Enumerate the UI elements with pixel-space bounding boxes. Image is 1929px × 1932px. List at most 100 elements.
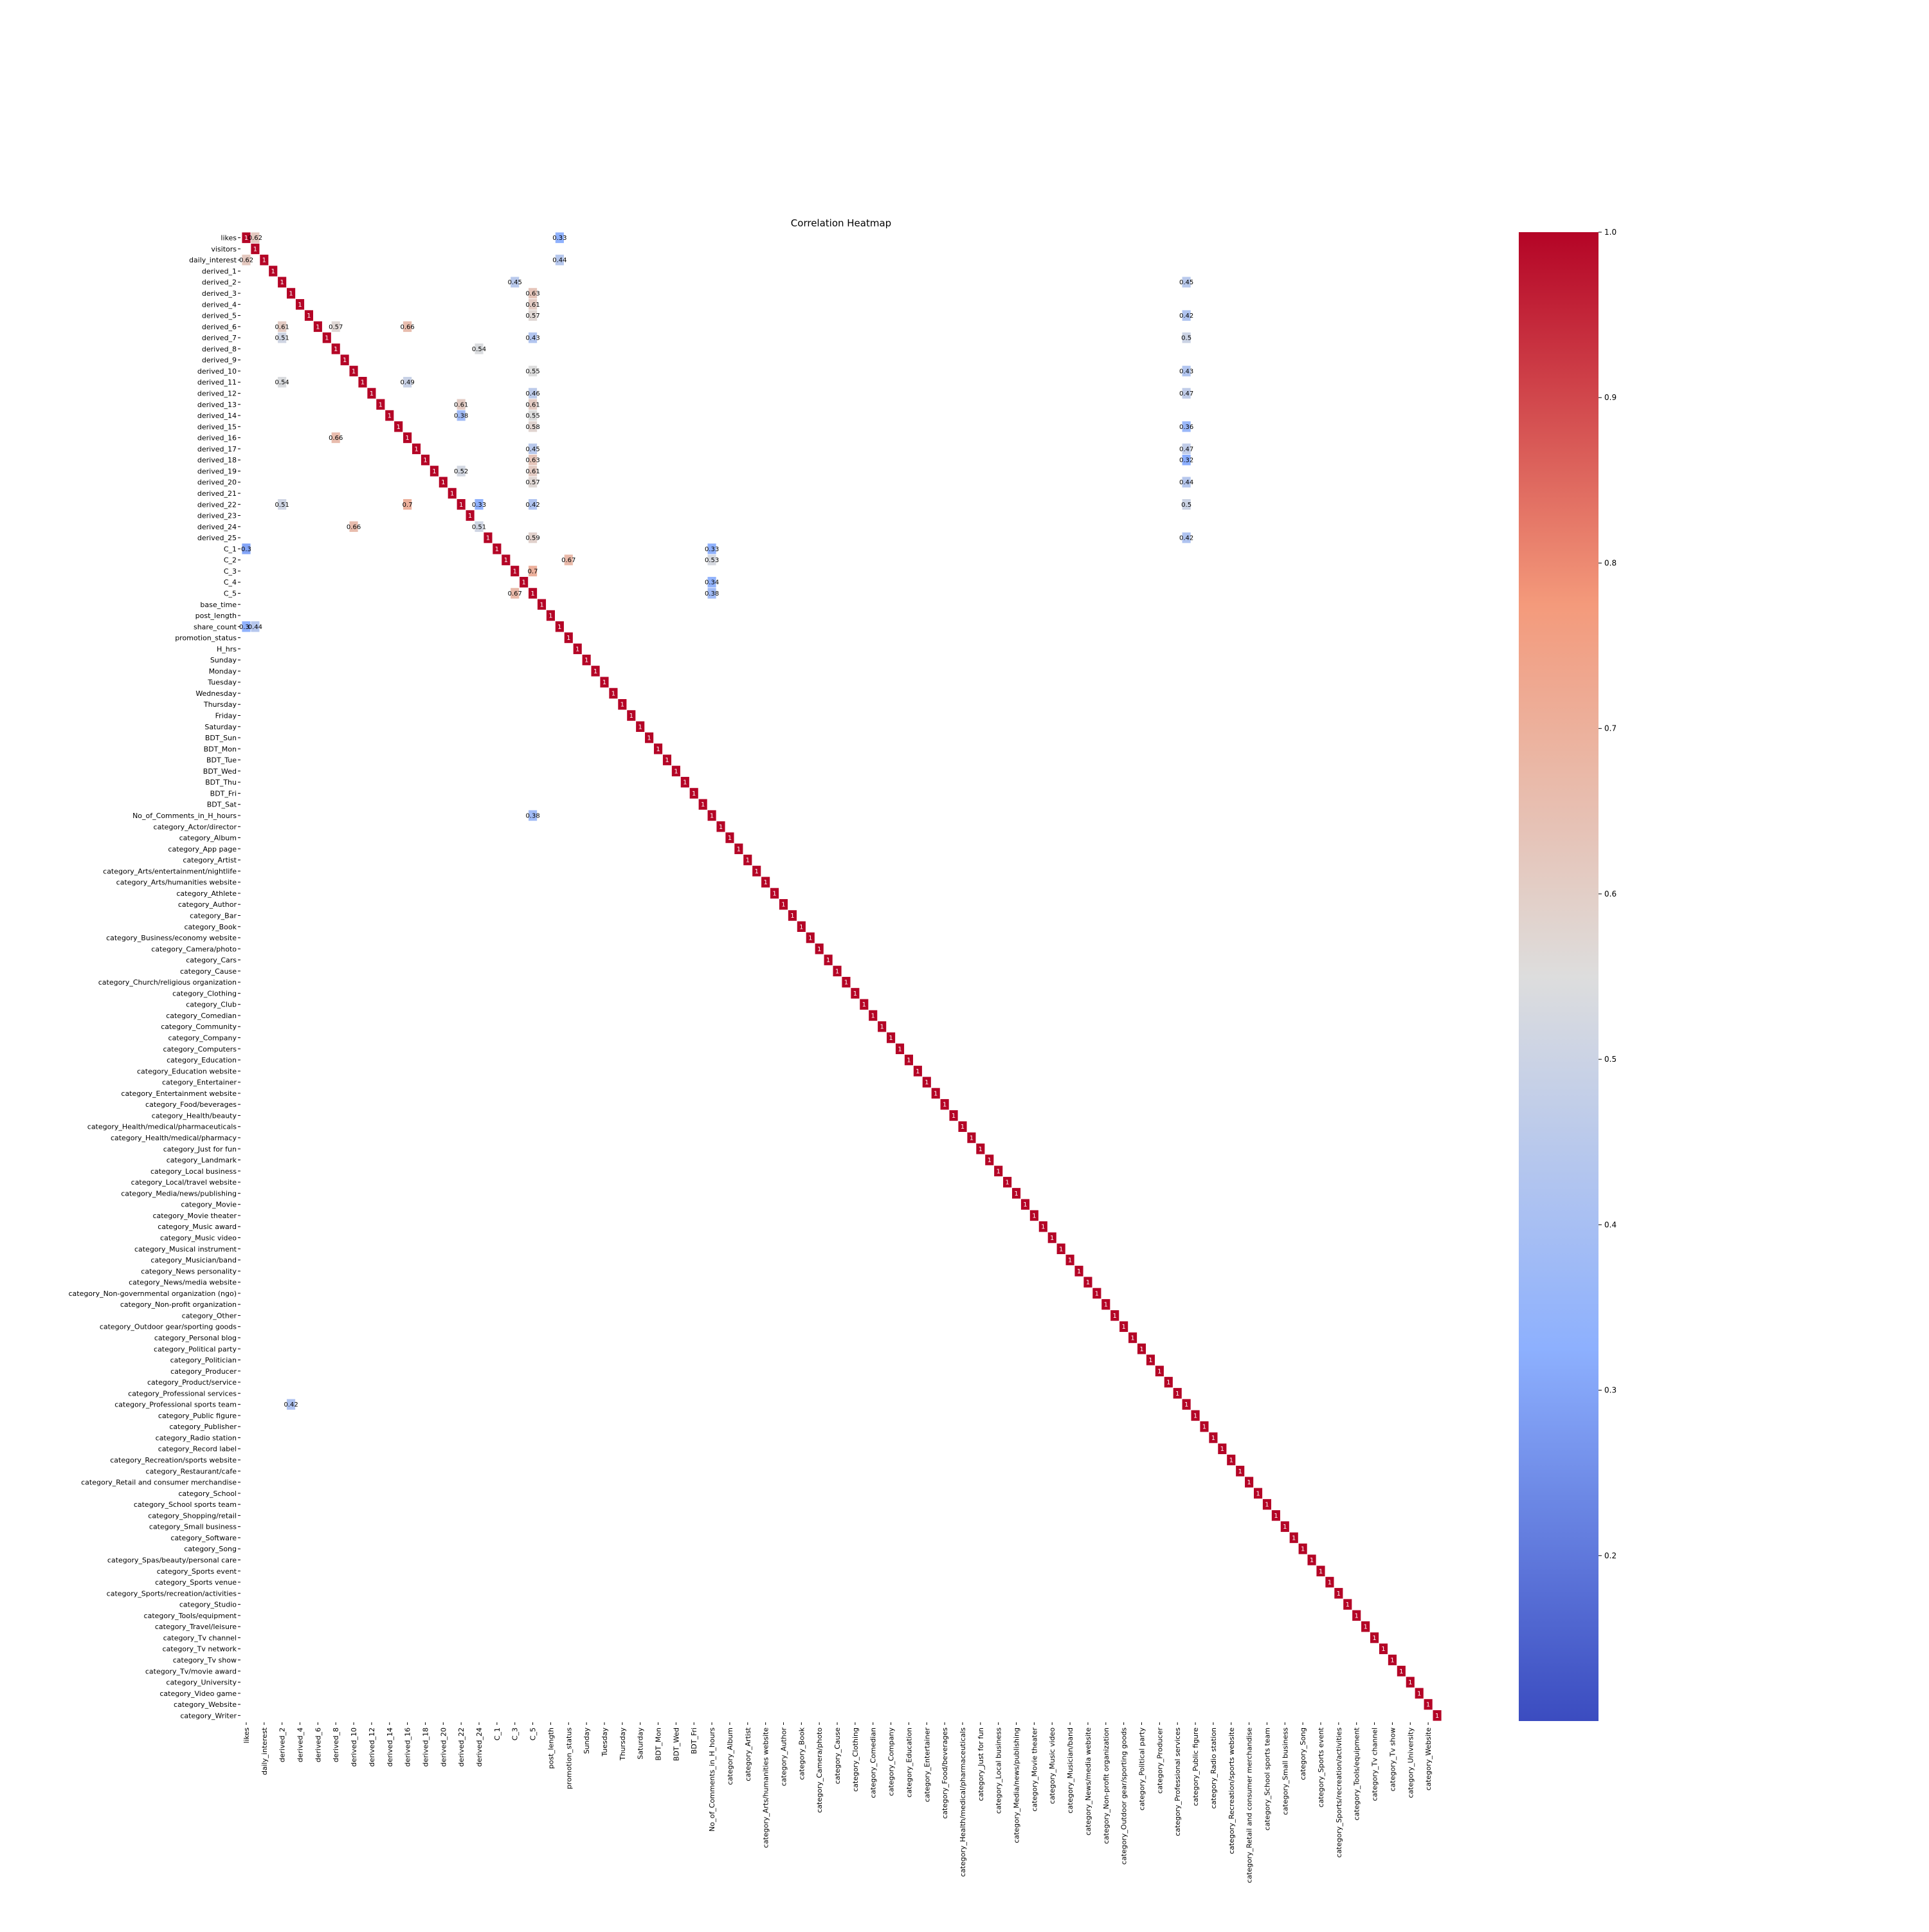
row-label: likes — [221, 234, 237, 242]
heatmap-cell — [1325, 1576, 1335, 1589]
cell-annotation: 0.61 — [275, 324, 289, 331]
heatmap-cell — [1074, 1265, 1084, 1277]
row-label: derived_17 — [197, 445, 237, 453]
heatmap-cell — [447, 487, 457, 500]
row-label: derived_10 — [197, 367, 237, 376]
row-label: category_Health/beauty — [152, 1111, 237, 1120]
heatmap-cell — [707, 554, 717, 566]
heatmap-cell — [859, 998, 869, 1010]
row-label: category_School — [178, 1490, 237, 1498]
heatmap-cell — [743, 854, 753, 866]
row-label: category_Health/medical/pharmaceuticals — [87, 1123, 237, 1131]
heatmap-cells: 1111111111111111111111111111111111111111… — [239, 232, 1442, 1722]
column-label: category_Local business — [995, 1727, 1003, 1814]
heatmap-cell — [1190, 1409, 1200, 1421]
heatmap-cell — [376, 398, 386, 410]
heatmap-cell — [430, 465, 439, 477]
row-label: category_Non-profit organization — [120, 1300, 237, 1309]
row-label: category_App page — [168, 845, 237, 853]
heatmap-cell — [277, 276, 287, 288]
cell-annotation: 0.61 — [525, 401, 539, 408]
cell-annotation: 1 — [665, 757, 669, 764]
heatmap-cell — [465, 509, 475, 522]
cell-annotation: 1 — [701, 801, 705, 808]
row-label: category_Just for fun — [163, 1145, 237, 1153]
heatmap-cell — [528, 476, 538, 488]
row-label: category_Politician — [170, 1356, 237, 1365]
column-label: category_Producer — [1155, 1727, 1164, 1794]
row-label: category_Arts/humanities website — [116, 879, 237, 887]
cell-annotation: 0.44 — [1179, 479, 1193, 486]
cell-annotation: 1 — [737, 846, 741, 853]
heatmap-cell — [1137, 1343, 1146, 1355]
column-label: category_Non-profit organization — [1102, 1727, 1110, 1844]
heatmap-cell — [1262, 1499, 1272, 1511]
row-label: C_1 — [224, 545, 237, 553]
cell-annotation: 1 — [1095, 1290, 1099, 1297]
row-label: category_Arts/entertainment/nightlife — [103, 867, 237, 875]
row-labels: likes visitors daily_interest derived_1deri… — [68, 234, 240, 1720]
column-label: category_Education — [905, 1727, 913, 1798]
cell-annotation: 0.55 — [525, 413, 539, 420]
column-label: category_Food/beverages — [941, 1727, 949, 1819]
heatmap-cell — [662, 754, 672, 766]
row-label: category_Album — [179, 834, 237, 843]
heatmap-cell — [698, 798, 708, 810]
cell-annotation: 1 — [584, 657, 588, 664]
column-label: category_Sports/recreation/activities — [1335, 1727, 1343, 1858]
row-label: category_Writer — [180, 1711, 237, 1720]
heatmap-cell — [1271, 1509, 1281, 1522]
cell-annotation: 1 — [370, 390, 374, 397]
heatmap-cell — [930, 1087, 941, 1099]
row-label: category_Computers — [163, 1045, 237, 1053]
heatmap-cell — [1181, 365, 1191, 377]
heatmap-cell — [939, 1098, 950, 1111]
heatmap-cell — [868, 1009, 878, 1022]
column-label: derived_18 — [421, 1727, 430, 1767]
cell-annotation: 1 — [280, 279, 284, 286]
row-label: category_Tv/movie award — [145, 1667, 237, 1675]
row-label: category_News/media website — [129, 1279, 237, 1287]
cell-annotation: 1 — [1220, 1446, 1224, 1453]
heatmap-cell — [1244, 1476, 1254, 1488]
heatmap-cell — [1181, 387, 1191, 399]
heatmap-cell — [510, 587, 520, 599]
column-label: category_Outdoor gear/sporting goods — [1120, 1727, 1128, 1864]
row-label: category_Food/beverages — [145, 1100, 237, 1109]
row-label: category_Software — [170, 1534, 237, 1542]
row-label: category_Landmark — [167, 1156, 237, 1165]
heatmap-cell — [761, 876, 770, 888]
row-label: Thursday — [203, 700, 237, 709]
heatmap-cell — [331, 320, 341, 333]
row-label: category_Community — [161, 1023, 237, 1031]
row-label: category_Cars — [186, 956, 237, 965]
row-label: visitors — [211, 245, 237, 253]
row-label: category_Product/service — [147, 1378, 237, 1387]
heatmap-cell — [653, 743, 663, 755]
cell-annotation: 1 — [593, 668, 597, 675]
cell-annotation: 0.66 — [347, 524, 361, 531]
row-label: derived_7 — [202, 334, 237, 342]
row-label: derived_14 — [197, 412, 237, 420]
column-label: BDT_Mon — [655, 1727, 663, 1760]
cell-annotation: 0.43 — [525, 335, 539, 342]
row-label: category_Radio station — [156, 1434, 237, 1442]
cell-annotation: 1 — [853, 990, 857, 998]
row-label: category_Video game — [159, 1690, 237, 1698]
cell-annotation: 1 — [988, 1157, 992, 1164]
column-label: C_1 — [493, 1727, 502, 1740]
column-label: category_Comedian — [869, 1727, 878, 1798]
heatmap-cell — [1316, 1565, 1326, 1577]
row-label: BDT_Sat — [207, 801, 237, 809]
cell-annotation: 0.42 — [1179, 535, 1193, 542]
heatmap-cell — [895, 1043, 905, 1055]
colorbar-tick-label: 0.4 — [1604, 1220, 1617, 1229]
heatmap-cell — [608, 687, 619, 699]
heatmap-cell — [241, 543, 251, 555]
heatmap-cell — [403, 376, 412, 388]
cell-annotation: 1 — [298, 302, 302, 309]
column-label: daily_interest — [260, 1727, 269, 1775]
cell-annotation: 1 — [1086, 1279, 1090, 1286]
heatmap-cell — [1298, 1543, 1308, 1555]
